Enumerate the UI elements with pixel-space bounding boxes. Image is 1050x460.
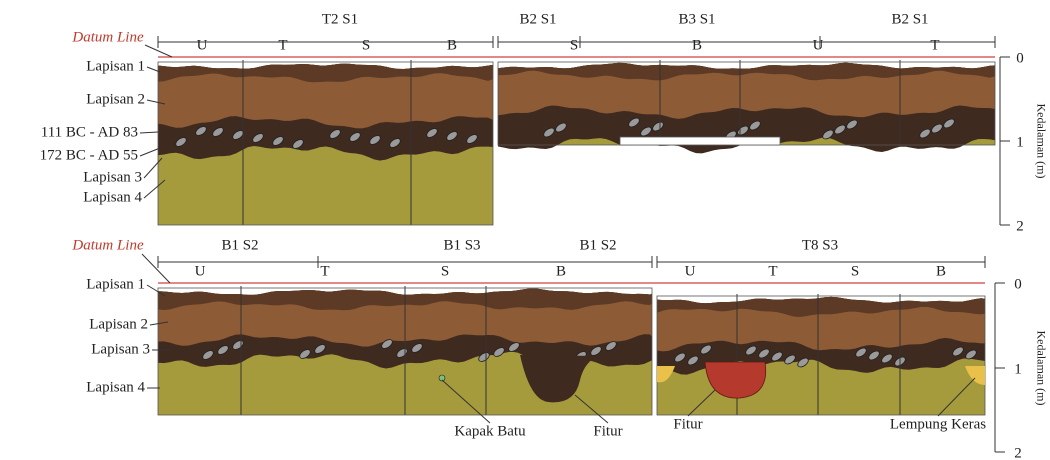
depth-tick-label: 2 [1016,218,1024,234]
datum-label: Datum Line [71,237,144,253]
datum-leader [142,254,170,283]
annotation: Kapak Batu [454,423,526,439]
layer-label: Lapisan 1 [86,276,145,292]
section-label: B1 S2 [579,237,616,253]
depth-axis-title: Kedalaman (m) [1034,104,1048,179]
layer-label: 111 BC - AD 83 [41,124,138,140]
label-leader [147,285,165,296]
column-label: U [685,263,696,279]
layer-label: Lapisan 4 [83,189,142,205]
depth-tick-label: 1 [1016,134,1024,150]
depth-tick-label: 0 [1014,276,1022,292]
depth-tick-label: 2 [1014,445,1022,460]
column-label: S [851,263,859,279]
layer-label: Lapisan 2 [86,91,145,107]
section-label: B3 S1 [678,11,715,27]
section-label: B1 S2 [221,237,258,253]
layer-label: Lapisan 3 [83,169,142,185]
section-label: B1 S3 [443,237,480,253]
depth-tick-label: 1 [1014,361,1022,377]
column-label: S [362,37,370,53]
column-label: T [320,263,329,279]
section-label: B2 S1 [519,11,556,27]
column-label: T [278,37,287,53]
missing-segment [620,137,780,145]
section-label: T8 S3 [802,237,838,253]
layer-label: Lapisan 1 [86,58,145,74]
column-label: S [441,263,449,279]
annotation: Fitur [593,423,622,439]
column-label: B [692,37,702,53]
depth-axis-title: Kedalaman (m) [1034,331,1048,406]
column-label: U [197,37,208,53]
column-label: U [813,37,824,53]
annotation: Lempung Keras [890,416,986,432]
column-label: U [195,263,206,279]
column-label: B [936,263,946,279]
stratigraphy-figure: Datum LineT2 S1B2 S1B3 S1B2 S1UTSBSBUTLa… [0,0,1050,460]
column-label: T [930,37,939,53]
annotation: Fitur [673,416,702,432]
column-label: B [556,263,566,279]
column-label: S [570,37,578,53]
layer-label: 172 BC - AD 55 [40,147,138,163]
column-label: B [447,37,457,53]
column-label: T [768,263,777,279]
layer-label: Lapisan 3 [91,341,150,357]
label-leader [140,148,160,156]
label-leader [140,132,158,133]
layer-label: Lapisan 4 [86,379,145,395]
section-label: T2 S1 [322,11,358,27]
section-label: B2 S1 [891,11,928,27]
datum-label: Datum Line [71,29,144,45]
layer-label: Lapisan 2 [89,316,148,332]
depth-tick-label: 0 [1016,50,1024,66]
